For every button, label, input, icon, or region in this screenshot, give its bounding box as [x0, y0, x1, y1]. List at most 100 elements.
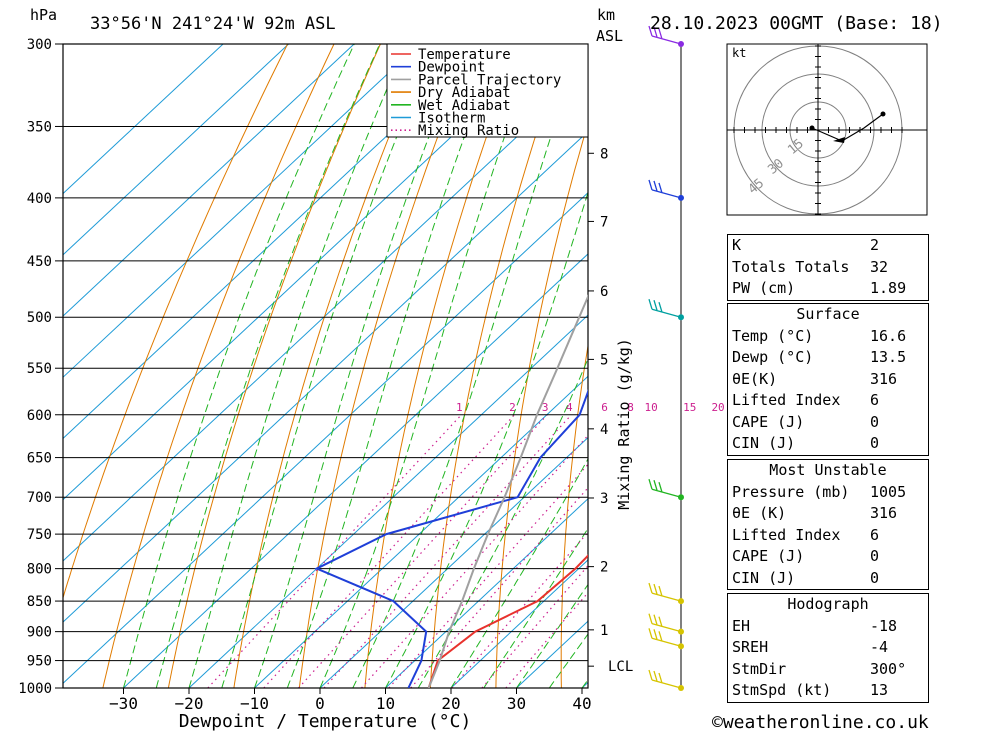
temperature-tick-label: 30	[507, 694, 526, 713]
isotherm-line	[63, 191, 588, 685]
x-axis-label: Dewpoint / Temperature (°C)	[179, 711, 472, 732]
legend-label: Wet Adiabat	[418, 98, 511, 114]
isotherm-line	[385, 498, 588, 688]
surface-table: Surface Temp (°C) 16.6 Dewp (°C) 13.5 θE(K…	[727, 303, 929, 456]
table-row: Temp (°C) 16.6	[732, 326, 907, 345]
mixing-ratio-line	[207, 414, 462, 688]
height-tick-label: LCL	[608, 659, 633, 675]
table-row: CAPE (J) 0	[732, 547, 880, 565]
asl-label: ASL	[596, 27, 623, 45]
isotherm-line	[63, 44, 289, 256]
wind-barb	[648, 179, 682, 199]
isotherm-line	[63, 44, 551, 501]
wind-barb	[648, 582, 682, 602]
mixing-ratio-label: 10	[645, 401, 658, 414]
mixing-ratio-label: 2	[509, 401, 516, 414]
plot-frame	[62, 43, 589, 689]
dry-adiabat-line	[364, 44, 521, 688]
wet-adiabat-line	[319, 44, 538, 688]
datetime-title: 28.10.2023 00GMT (Base: 18)	[650, 13, 943, 34]
pressure-tick-label: 800	[27, 562, 52, 578]
height-tick-label: 5	[600, 352, 608, 368]
isotherm-line	[123, 253, 588, 688]
wind-barb	[648, 479, 682, 498]
isotherm-line	[63, 130, 588, 623]
dry-adiabat-line	[625, 44, 706, 688]
mixing-ratio-label: 15	[683, 401, 696, 414]
mixing-ratio-line	[360, 434, 588, 688]
dry-adiabat-line	[969, 44, 1000, 688]
hodograph-point	[880, 111, 886, 117]
pressure-tick-label: 700	[27, 490, 52, 506]
height-tick-label: 1	[600, 623, 608, 639]
table-row: StmSpd (kt) 13	[732, 681, 889, 699]
location-title: 33°56'N 241°24'W 92m ASL	[90, 14, 336, 34]
isotherm-line	[63, 44, 486, 440]
height-tick-label: 6	[600, 284, 608, 300]
isotherm-line	[254, 375, 588, 688]
mixing-ratio-label: 6	[601, 401, 608, 414]
mixing-ratio-line	[481, 564, 588, 688]
legend-box	[386, 43, 589, 138]
pressure-tick-label: 350	[27, 119, 52, 135]
isotherm-line	[63, 44, 420, 378]
unstable-title: Most Unstable	[769, 461, 887, 479]
legend-label: Temperature	[418, 47, 511, 63]
mixing-ratio-line	[263, 414, 515, 688]
table-row: θE(K) 316	[732, 369, 898, 388]
pressure-tick-label: 850	[27, 594, 52, 610]
pressure-tick-label: 550	[27, 361, 52, 377]
temperature-tick-label: −20	[175, 694, 204, 713]
pressure-tick-label: 450	[27, 254, 52, 270]
surface-title: Surface	[796, 305, 860, 323]
isotherm-line	[319, 436, 588, 688]
table-row: CIN (J) 0	[732, 434, 880, 452]
table-row: Totals Totals 32	[732, 257, 889, 276]
wind-barb	[648, 613, 682, 633]
pressure-tick-label: 600	[27, 408, 52, 424]
mixing-ratio-label: 1	[456, 401, 463, 414]
mixing-ratio-label: 4	[566, 401, 573, 414]
dry-adiabat-line	[233, 44, 428, 688]
temperature-tick-label: 0	[315, 694, 325, 713]
table-row: θE (K) 316	[732, 504, 898, 522]
pressure-tick-label: 400	[27, 191, 52, 207]
hpa-label: hPa	[30, 6, 57, 24]
height-tick-label: 4	[600, 422, 608, 438]
pressure-tick-label: 750	[27, 527, 52, 543]
mixing-ratio-line	[298, 414, 548, 688]
wet-adiabat-line	[417, 357, 588, 688]
legend-label: Isotherm	[418, 111, 485, 127]
copyright-text: ©weatheronline.co.uk	[712, 712, 929, 733]
table-row: CAPE (J) 0	[732, 412, 880, 431]
temperature-tick-label: 10	[376, 694, 395, 713]
pressure-tick-label: 950	[27, 654, 52, 670]
mixing-ratio-label: 8	[627, 401, 634, 414]
dry-adiabat-line	[167, 44, 381, 688]
wind-barb	[648, 669, 682, 689]
hodograph-table: Hodograph EH -18 SREH -4 StmDir 300° StmSpd…	[727, 593, 929, 703]
table-row: PW (cm) 1.89	[732, 279, 907, 297]
wind-barb	[648, 628, 682, 647]
wet-adiabat-line	[450, 458, 588, 688]
legend-label: Parcel Trajectory	[418, 72, 561, 88]
height-tick-label: 7	[600, 214, 608, 230]
table-row: Lifted Index 6	[732, 391, 880, 409]
isotherm-line	[188, 314, 588, 688]
wet-adiabat-line	[483, 527, 588, 688]
temperature-tick-label: 40	[572, 694, 591, 713]
dry-adiabat-line	[560, 342, 588, 688]
dry-adiabat-line	[102, 44, 335, 688]
table-row: Dewp (°C) 13.5	[732, 348, 907, 366]
table-row: EH -18	[732, 616, 898, 635]
table-row: Lifted Index 6	[732, 525, 880, 544]
table-row: StmDir 300°	[732, 659, 907, 678]
mixing-ratio-label: 3	[542, 401, 549, 414]
mixing-ratio-axis-label: Mixing Ratio (g/kg)	[615, 338, 633, 510]
temperature-tick-label: 20	[441, 694, 460, 713]
temperature-profile	[427, 554, 588, 688]
